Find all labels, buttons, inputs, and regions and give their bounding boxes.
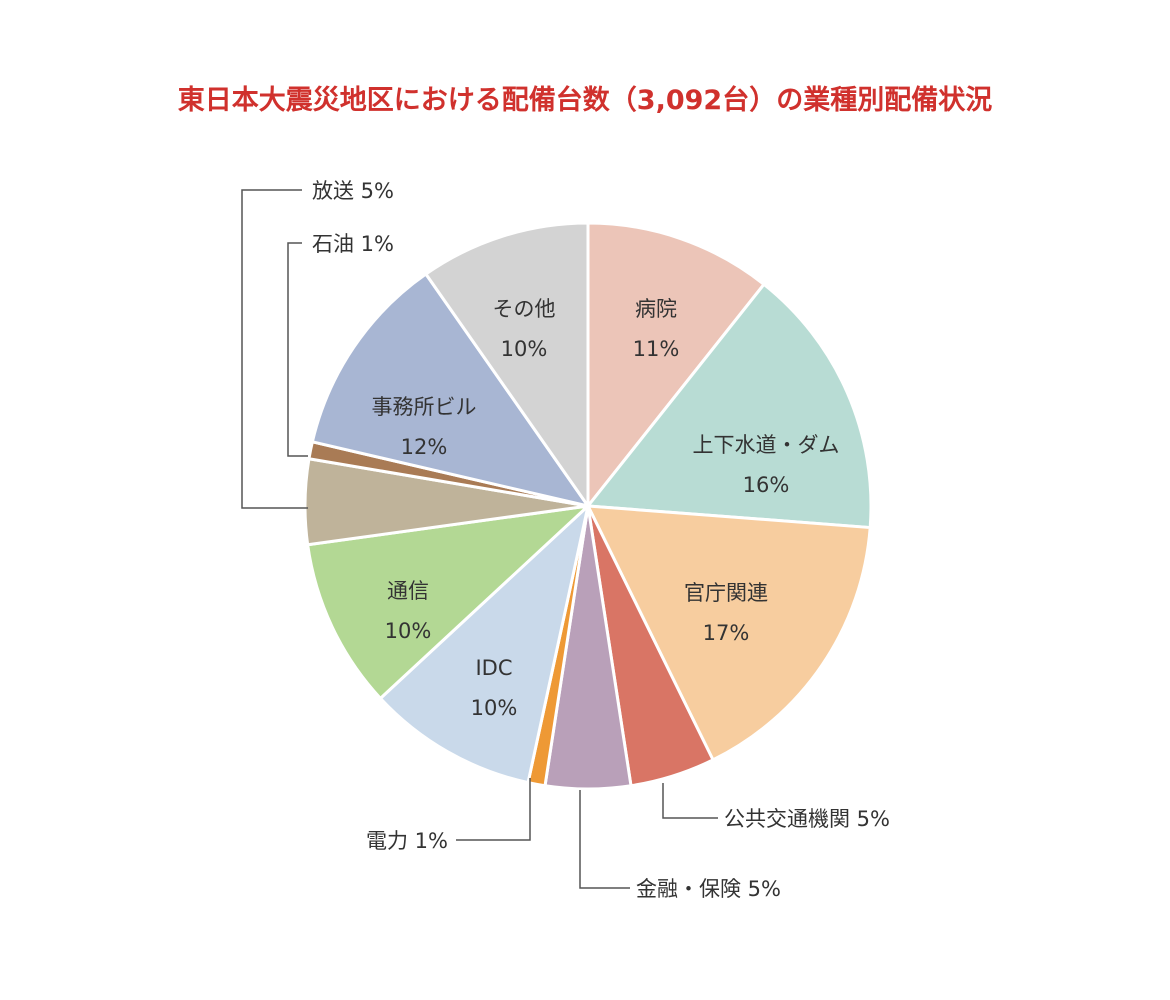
leader-line-5 — [456, 778, 531, 841]
leader-line-3 — [662, 783, 718, 819]
leader-line-4 — [579, 790, 630, 889]
slice-0 — [586, 221, 766, 508]
slice-10 — [310, 272, 590, 508]
slice-outside-label-4: 金融・保険 5% — [636, 877, 781, 901]
slice-name-label-11: その他 — [493, 297, 556, 321]
chart-title: 東日本大震災地区における配備台数（3,092台）の業種別配備状況 — [177, 85, 993, 116]
leader-line-8 — [241, 189, 308, 509]
slice-value-label-7: 10% — [385, 619, 432, 643]
leader-lines — [241, 189, 718, 889]
slice-11 — [424, 221, 590, 508]
slice-value-label-6: 10% — [471, 696, 518, 720]
slice-value-label-11: 10% — [501, 337, 548, 361]
leader-line-9 — [287, 242, 308, 457]
slice-value-label-0: 11% — [633, 337, 680, 361]
slice-name-label-6: IDC — [475, 656, 512, 680]
slice-outside-label-3: 公共交通機関 5% — [724, 807, 890, 831]
slice-1 — [586, 282, 873, 530]
slice-labels: 病院 11% 上下水道・ダム 16% 官庁関連 17% 公共交通機関 5% 金融・保険 5% 電… — [312, 179, 890, 901]
slice-name-label-10: 事務所ビル — [372, 395, 477, 419]
slice-value-label-10: 12% — [401, 435, 448, 459]
slice-name-label-0: 病院 — [635, 297, 677, 321]
slice-name-label-7: 通信 — [387, 579, 429, 603]
slice-outside-label-5: 電力 1% — [366, 829, 448, 853]
slice-7 — [306, 504, 590, 700]
slice-value-label-2: 17% — [703, 621, 750, 645]
slice-6 — [378, 504, 590, 785]
slice-2 — [586, 504, 872, 762]
slice-name-label-2: 官庁関連 — [684, 581, 768, 605]
slice-value-label-1: 16% — [743, 473, 790, 497]
pie-slices — [303, 221, 873, 791]
slice-outside-label-9: 石油 1% — [312, 232, 394, 256]
slice-name-label-1: 上下水道・ダム — [693, 433, 840, 457]
slice-outside-label-8: 放送 5% — [312, 179, 394, 203]
